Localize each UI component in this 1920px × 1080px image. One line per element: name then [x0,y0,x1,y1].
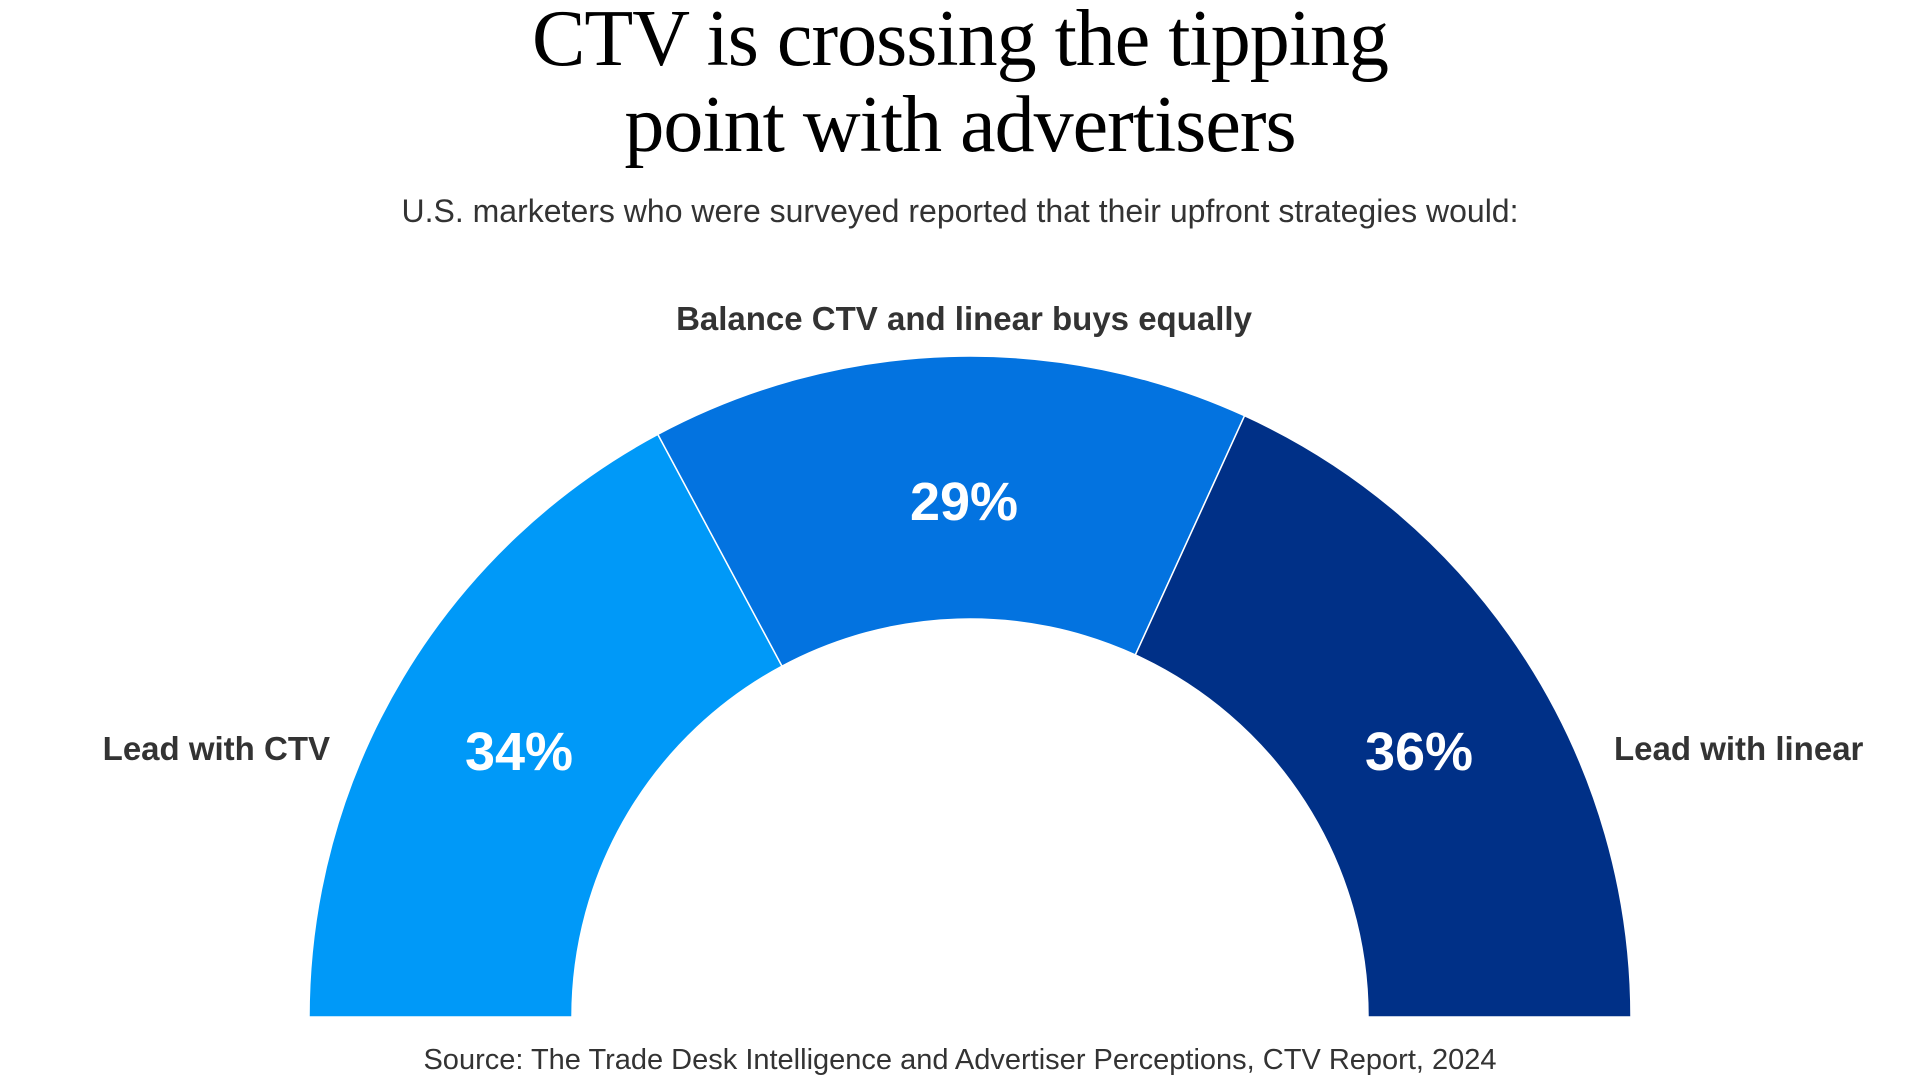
slice-balance [656,355,1246,668]
title-line-2: point with advertisers [624,81,1296,169]
data-label-lead-with-linear: 36% [1365,722,1473,782]
slice-lead-with-linear [1134,414,1632,1018]
chart-subtitle: U.S. marketers who were surveyed reporte… [401,193,1519,229]
source-note: Source: The Trade Desk Intelligence and … [423,1044,1497,1076]
data-label-lead-with-ctv: 34% [465,722,573,782]
category-label-lead-with-ctv: Lead with CTV [103,730,330,767]
data-label-balance: 29% [910,472,1018,532]
slice-lead-with-ctv [308,433,784,1018]
chart-title: CTV is crossing the tipping point with a… [0,0,1920,168]
title-line-1: CTV is crossing the tipping [532,0,1389,83]
category-label-lead-with-linear: Lead with linear [1614,730,1864,767]
category-label-balance: Balance CTV and linear buys equally [676,300,1253,337]
